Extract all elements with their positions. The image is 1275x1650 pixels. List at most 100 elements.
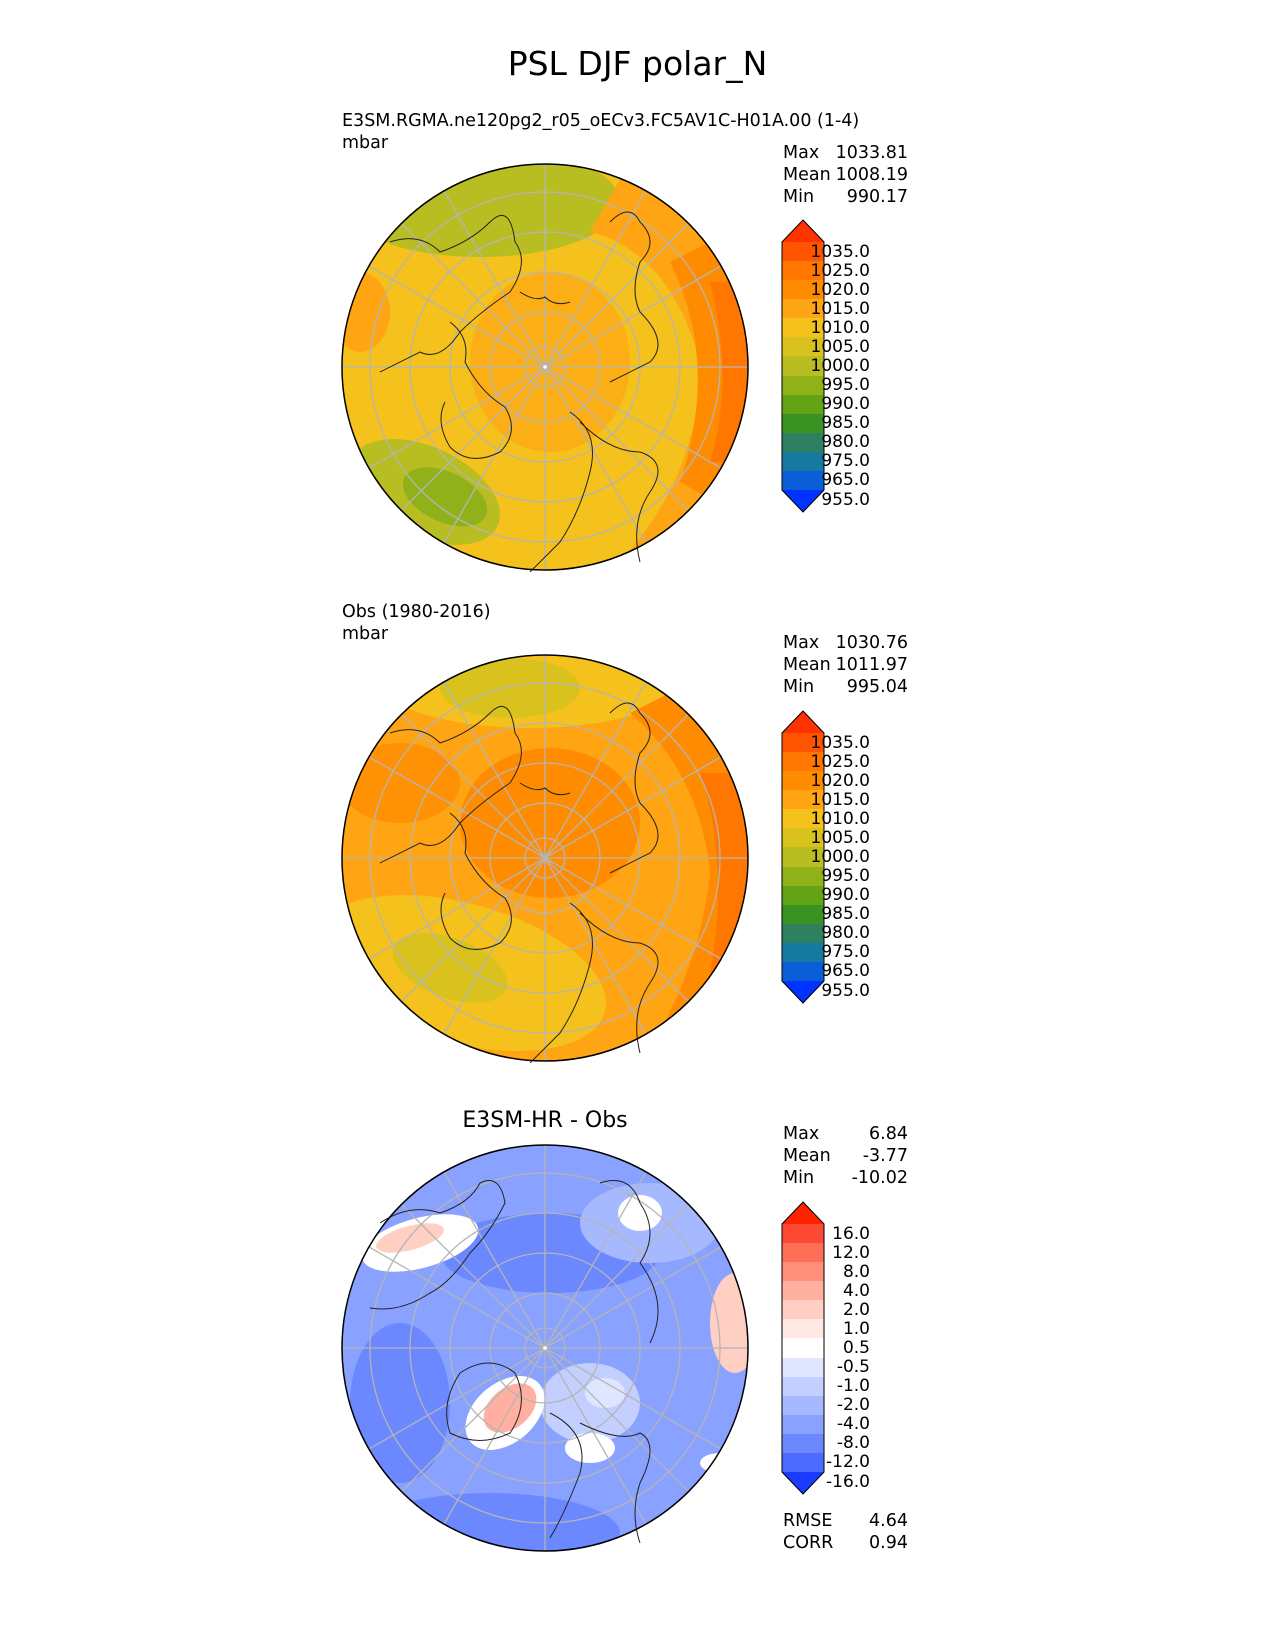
colorbar-tick-label: -4.0 <box>836 1414 870 1435</box>
figure-title: PSL DJF polar_N <box>507 44 768 83</box>
colorbar-tick-label: 965.0 <box>821 961 870 982</box>
colorbar-cell <box>782 885 824 906</box>
colorbar-tick-label: 965.0 <box>821 470 870 491</box>
colorbar-tick-label: 12.0 <box>832 1242 870 1263</box>
colorbar-extend-min <box>782 490 824 512</box>
colorbar-cell <box>782 1395 824 1416</box>
obs-polar-map <box>341 654 749 1063</box>
field-region-positive-7 <box>618 1195 662 1231</box>
colorbar-tick-label: 16.0 <box>832 1223 870 1244</box>
colorbar-tick-label: 990.0 <box>821 885 870 906</box>
colorbar-cell <box>782 923 824 944</box>
north-pole-marker <box>543 365 547 369</box>
stat-label: Min <box>783 1168 815 1188</box>
map-border <box>341 163 749 571</box>
colorbar-tick-label: -8.0 <box>836 1433 870 1454</box>
field-region-west <box>350 1323 450 1483</box>
colorbar-extend-max <box>782 220 824 242</box>
colorbar-tick-label: 1.0 <box>842 1318 870 1339</box>
colorbar-tick-label: 990.0 <box>821 394 870 415</box>
colorbar-tick-label: 8.0 <box>842 1261 870 1282</box>
colorbar-cell <box>782 1376 824 1397</box>
colorbar-cell <box>782 1319 824 1340</box>
colorbar-tick-label: 955.0 <box>821 980 870 1001</box>
map-border <box>341 654 749 1062</box>
metric-rmse: 4.64 <box>869 1511 908 1531</box>
coastlines <box>369 1180 659 1544</box>
colorbar-tick-label: 980.0 <box>821 432 870 453</box>
colorbar-cell <box>782 1338 824 1359</box>
diff-metrics: RMSE 4.64 CORR 0.94 <box>783 1510 908 1554</box>
field-region-positive-6 <box>565 1433 615 1463</box>
colorbar-outline <box>781 710 825 1004</box>
diff-polar-map <box>341 1144 749 1552</box>
metric-label: RMSE <box>783 1511 833 1531</box>
field-region-aleutian <box>440 658 580 718</box>
stat-min: 990.17 <box>846 187 908 207</box>
colorbar-cell <box>782 1262 824 1282</box>
colorbar-cell <box>782 752 824 772</box>
colorbar-cell <box>782 1452 824 1473</box>
colorbar-extend-max <box>782 1202 824 1224</box>
colorbar-cell <box>782 1414 824 1435</box>
colorbar-outline <box>781 1201 825 1495</box>
colorbar-tick-label: -0.5 <box>836 1357 870 1378</box>
field-region-icelandic-low <box>392 933 508 1003</box>
stat-max: 6.84 <box>869 1124 908 1144</box>
stat-label: Mean <box>783 1146 831 1166</box>
coastlines <box>379 211 659 572</box>
colorbar-cell <box>782 790 824 810</box>
colorbar-tick-label: -16.0 <box>826 1471 870 1492</box>
colorbar-cell <box>782 771 824 791</box>
model-units: mbar <box>342 133 389 153</box>
colorbar-cell <box>782 318 824 338</box>
colorbar-extend-min <box>782 981 824 1003</box>
stat-label: Min <box>783 187 815 207</box>
colorbar-tick-label: 1020.0 <box>810 770 870 791</box>
colorbar-cell <box>782 356 824 377</box>
stat-label: Mean <box>783 165 831 185</box>
colorbar-tick-label: 975.0 <box>821 451 870 472</box>
obs-stats: Max 1030.76 Mean 1011.97 Min 995.04 <box>783 632 908 698</box>
diff-title: E3SM-HR - Obs <box>462 1108 628 1133</box>
colorbar-tick-label: 985.0 <box>821 904 870 925</box>
colorbar-tick-label: 1000.0 <box>810 356 870 376</box>
colorbar-cell <box>782 1224 824 1244</box>
colorbar-tick-label: -2.0 <box>836 1395 870 1416</box>
colorbar-tick-label: 1035.0 <box>810 732 870 753</box>
colorbar-cell <box>782 1357 824 1378</box>
colorbar-cell <box>782 847 824 868</box>
field-region-canada <box>342 743 460 823</box>
colorbar-tick-label: 975.0 <box>821 942 870 963</box>
colorbar-cell <box>782 394 824 415</box>
map-border <box>341 1144 749 1552</box>
colorbar-tick-label: 1025.0 <box>810 260 870 281</box>
colorbar-tick-label: -12.0 <box>826 1452 870 1473</box>
obs-units: mbar <box>342 624 389 644</box>
colorbar-cell <box>782 1281 824 1301</box>
metric-corr: 0.94 <box>869 1533 908 1553</box>
colorbar-cell <box>782 904 824 925</box>
graticule <box>342 655 748 1061</box>
colorbar-tick-label: 2.0 <box>842 1299 870 1320</box>
diff-stats: Max 6.84 Mean -3.77 Min -10.02 <box>783 1123 908 1189</box>
colorbar-cell <box>782 1433 824 1454</box>
colorbar-tick-label: 955.0 <box>821 489 870 510</box>
coastlines <box>379 702 659 1063</box>
north-pole-marker <box>543 1346 547 1350</box>
stat-min: -10.02 <box>851 1168 908 1188</box>
obs-colorbar: 1035.0 1025.0 1020.0 1015.0 1010.0 1005.0 1000… <box>781 710 870 1004</box>
colorbar-cell <box>782 432 824 453</box>
colorbar-tick-label: 995.0 <box>821 375 870 396</box>
field-region-positive-8 <box>700 1453 740 1473</box>
colorbar-cell <box>782 337 824 358</box>
stat-label: Min <box>783 677 815 697</box>
colorbar-tick-label: 1010.0 <box>810 808 870 829</box>
colorbar-tick-label: 1020.0 <box>810 279 870 300</box>
stat-max: 1030.76 <box>835 633 908 653</box>
colorbar-tick-label: 1015.0 <box>810 298 870 319</box>
colorbar-cell <box>782 942 824 963</box>
field-region-arctic-high <box>460 748 640 898</box>
colorbar-tick-label: 1025.0 <box>810 751 870 772</box>
colorbar-cell <box>782 1300 824 1320</box>
